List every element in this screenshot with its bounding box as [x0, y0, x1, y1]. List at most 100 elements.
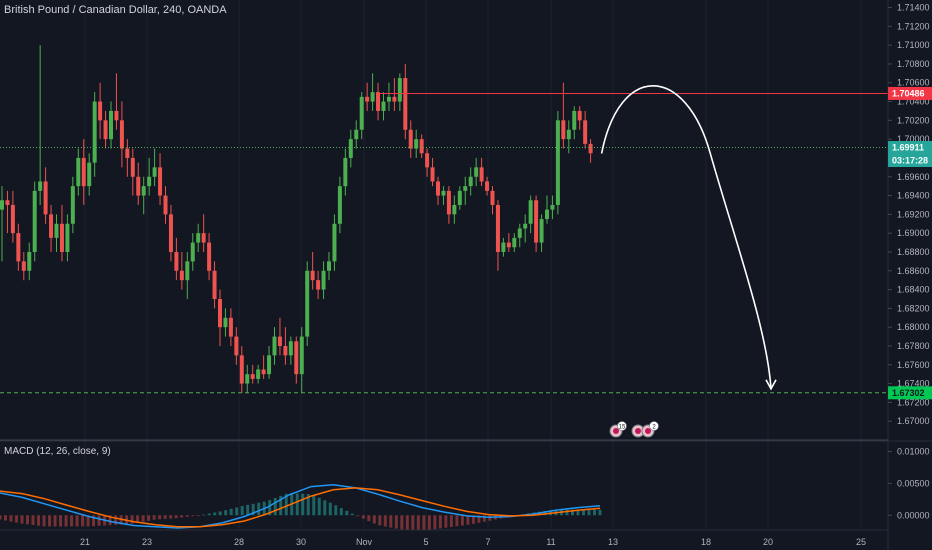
- macd-histogram-bar: [114, 515, 118, 525]
- current-price-label: 1.69911: [892, 143, 924, 153]
- candle-body: [370, 92, 375, 102]
- candle-body: [572, 110, 577, 130]
- candle-body: [452, 204, 457, 215]
- macd-histogram-bar: [587, 509, 591, 516]
- candle-body: [212, 270, 217, 299]
- price-axis[interactable]: 1.714001.712001.710001.708001.706001.704…: [888, 3, 930, 427]
- candle-body: [479, 167, 484, 182]
- candle-body: [43, 181, 48, 215]
- macd-histogram: [0, 493, 602, 531]
- candle-body: [174, 251, 179, 271]
- candle-body: [207, 242, 212, 271]
- candle-body: [218, 298, 222, 328]
- macd-histogram-bar: [598, 509, 602, 516]
- projection-arrow[interactable]: [600, 85, 772, 389]
- candle-body: [103, 120, 108, 140]
- macd-histogram-bar: [207, 513, 211, 516]
- macd-histogram-bar: [482, 515, 486, 522]
- candle-body: [114, 110, 119, 121]
- candle-body: [21, 261, 26, 271]
- time-tick-label: 13: [608, 537, 618, 547]
- candle-body: [528, 200, 533, 224]
- price-tick-label: 1.69000: [897, 228, 930, 238]
- candle-body: [588, 143, 593, 154]
- economic-event-badge-1[interactable]: 15: [609, 421, 627, 438]
- bar-countdown-label: 03:17:28: [892, 156, 928, 166]
- price-tick-label: 1.68200: [897, 303, 930, 313]
- candle-body: [419, 139, 424, 154]
- candle-body: [119, 120, 124, 149]
- candle-body: [261, 369, 266, 375]
- candle-body: [354, 129, 359, 140]
- candle-body: [485, 181, 490, 191]
- macd-histogram-bar: [378, 515, 382, 526]
- price-tick-label: 1.67000: [897, 416, 930, 426]
- macd-histogram-bar: [130, 515, 134, 524]
- macd-histogram-bar: [350, 513, 354, 516]
- candle-body: [310, 270, 315, 281]
- price-tick-label: 1.68600: [897, 266, 930, 276]
- resistance-price-tag: 1.70486: [888, 86, 932, 100]
- candle-body: [376, 92, 381, 111]
- macd-histogram-bar: [64, 515, 68, 527]
- candlestick-series: [0, 45, 593, 393]
- macd-tick-label: 0.01000: [897, 447, 930, 457]
- candle-body: [0, 200, 4, 210]
- macd-histogram-bar: [53, 515, 57, 527]
- candle-body: [414, 139, 419, 149]
- macd-histogram-bar: [471, 515, 475, 524]
- time-tick-label: 18: [701, 537, 711, 547]
- symbol-title[interactable]: British Pound / Canadian Dollar, 240, OA…: [4, 4, 227, 16]
- price-tick-label: 1.70400: [897, 97, 930, 107]
- candle-body: [408, 129, 413, 149]
- macd-histogram-bar: [59, 515, 63, 527]
- candle-body: [196, 233, 201, 243]
- macd-histogram-bar: [31, 515, 35, 526]
- macd-histogram-bar: [152, 515, 156, 520]
- macd-histogram-bar: [86, 515, 90, 527]
- time-tick-label: 21: [80, 537, 90, 547]
- macd-histogram-bar: [356, 515, 360, 517]
- time-tick-label: 7: [485, 537, 490, 547]
- time-tick-label: Nov: [356, 537, 373, 547]
- macd-histogram-bar: [136, 515, 140, 523]
- candle-body: [98, 101, 103, 121]
- candle-body: [5, 200, 10, 205]
- macd-histogram-bar: [543, 510, 547, 516]
- candle-body: [239, 355, 244, 384]
- macd-histogram-bar: [92, 515, 96, 527]
- macd-histogram-bar: [268, 500, 272, 516]
- price-tick-label: 1.71400: [897, 3, 930, 13]
- macd-histogram-bar: [460, 515, 464, 526]
- candle-body: [566, 129, 571, 140]
- macd-histogram-bar: [75, 515, 79, 527]
- price-tick-label: 1.68800: [897, 247, 930, 257]
- price-tick-label: 1.70800: [897, 59, 930, 69]
- candle-body: [555, 120, 560, 205]
- macd-histogram-bar: [284, 493, 288, 516]
- macd-histogram-bar: [295, 493, 299, 516]
- candle-body: [316, 280, 321, 290]
- macd-legend[interactable]: MACD (12, 26, close, 9): [4, 446, 111, 457]
- candle-body: [506, 242, 511, 248]
- candle-body: [430, 167, 435, 182]
- time-axis[interactable]: 21 23 28 30 Nov 5 7 11 13 18 20 25: [80, 537, 866, 547]
- candle-body: [16, 233, 21, 262]
- macd-axis[interactable]: 0.01000 0.00500 0.00000: [888, 447, 930, 521]
- macd-histogram-bar: [477, 515, 481, 523]
- candle-body: [337, 186, 342, 224]
- candle-body: [27, 251, 32, 271]
- time-tick-label: 5: [423, 537, 428, 547]
- candle-body: [539, 219, 544, 243]
- time-tick-label: 30: [296, 537, 306, 547]
- price-tick-label: 1.70000: [897, 134, 930, 144]
- candle-body: [70, 186, 75, 224]
- vertical-grid: [84, 0, 862, 530]
- target-price-label: 1.67302: [892, 388, 925, 398]
- resistance-price-label: 1.70486: [892, 88, 925, 98]
- candle-body: [561, 120, 566, 140]
- economic-event-badge-2[interactable]: 2: [631, 421, 659, 438]
- macd-histogram-bar: [4, 515, 8, 521]
- macd-histogram-bar: [235, 507, 239, 516]
